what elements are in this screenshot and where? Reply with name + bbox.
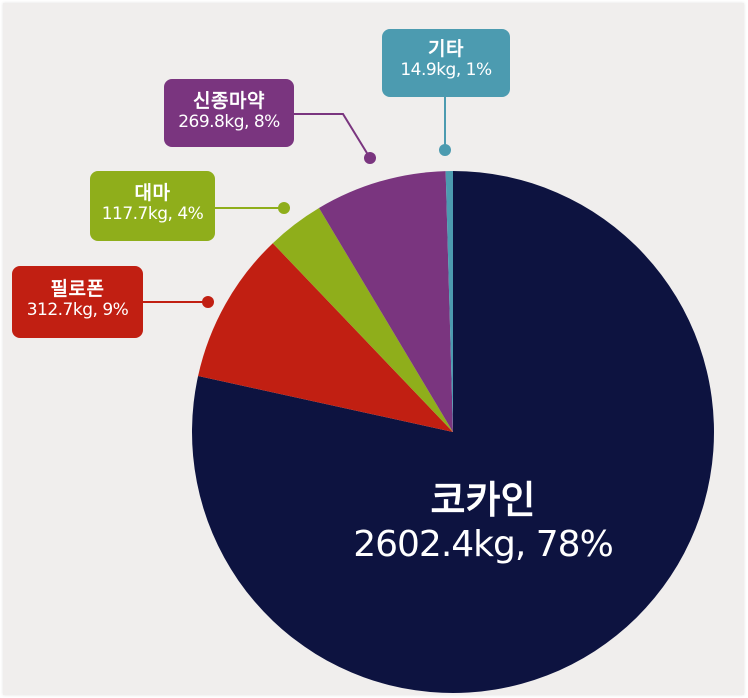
label-other: 기타 14.9kg, 1%: [382, 29, 510, 97]
label-new-drugs: 신종마약 269.8kg, 8%: [164, 79, 294, 147]
slice-cannabis: [272, 208, 453, 432]
label-other-name: 기타: [428, 38, 464, 60]
label-cocaine: 코카인 2602.4kg, 78%: [333, 477, 633, 567]
callout-connectors: [137, 95, 451, 308]
label-philopon-value: 312.7kg, 9%: [26, 300, 129, 320]
chart-frame: 기타 14.9kg, 1% 신종마약 269.8kg, 8% 대마 117.7k…: [3, 3, 744, 695]
label-cannabis-value: 117.7kg, 4%: [101, 204, 204, 224]
label-philopon-name: 필로폰: [50, 278, 105, 300]
label-cocaine-name: 코카인: [430, 478, 536, 522]
pie-slices: [192, 171, 715, 693]
label-new-drugs-name: 신종마약: [193, 90, 265, 112]
pie-chart: [137, 95, 715, 693]
label-philopon: 필로폰 312.7kg, 9%: [12, 266, 143, 338]
label-cocaine-value: 2602.4kg, 78%: [353, 524, 614, 565]
slice-philopon: [198, 243, 453, 432]
label-new-drugs-value: 269.8kg, 8%: [178, 112, 280, 132]
slice-new-drugs: [318, 171, 453, 432]
label-cannabis: 대마 117.7kg, 4%: [90, 171, 215, 241]
label-other-value: 14.9kg, 1%: [400, 60, 492, 80]
label-cannabis-name: 대마: [134, 182, 171, 204]
slice-other: [445, 171, 453, 432]
